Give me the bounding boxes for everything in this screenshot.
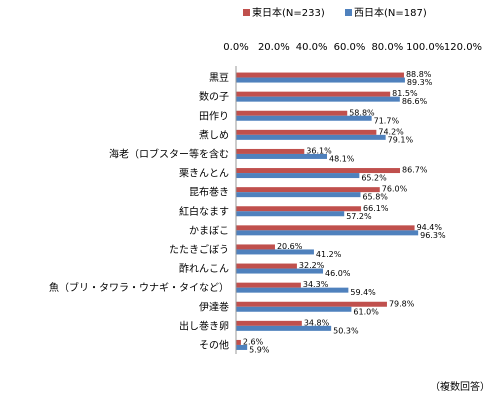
data-label-west: 57.2%	[346, 212, 372, 221]
data-label-east: 36.1%	[306, 146, 332, 155]
x-tick-label: 60.0%	[334, 42, 366, 53]
bar-east	[236, 282, 301, 288]
category-label: その他	[199, 338, 229, 351]
bar-east	[236, 148, 305, 154]
data-label-east: 94.4%	[417, 223, 443, 232]
bar-west	[236, 153, 327, 159]
bar-east	[236, 244, 275, 250]
data-label-west: 61.0%	[353, 307, 379, 316]
data-label-east: 2.6%	[243, 337, 264, 346]
bar-east	[236, 168, 401, 174]
legend: 東日本(N=233) 西日本(N=187)	[243, 6, 427, 19]
data-label-east: 58.8%	[349, 108, 375, 117]
x-tick-label: 100.0%	[406, 42, 444, 53]
data-label-west: 96.3%	[420, 231, 446, 240]
category-label: 魚（ブリ・タワラ・ウナギ・タイなど）	[49, 281, 229, 294]
data-label-east: 20.6%	[277, 242, 303, 251]
bar-west	[236, 230, 419, 236]
category-label: 栗きんとん	[179, 168, 229, 180]
bar-east	[236, 339, 241, 345]
data-label-east: 86.7%	[402, 166, 428, 175]
data-label-west: 89.3%	[407, 78, 433, 87]
data-label-west: 79.1%	[388, 135, 414, 144]
data-label-west: 46.0%	[325, 269, 351, 278]
bar-east	[236, 91, 391, 97]
data-label-west: 86.6%	[402, 97, 428, 106]
x-tick-label: 20.0%	[258, 42, 290, 53]
data-label-east: 32.2%	[299, 261, 325, 270]
bar-west	[236, 77, 405, 83]
bar-east	[236, 301, 387, 307]
data-label-east: 74.2%	[378, 127, 404, 136]
data-label-east: 34.8%	[304, 318, 330, 327]
data-label-west: 65.8%	[362, 193, 388, 202]
category-label: たたきごぼう	[169, 243, 229, 256]
data-label-east: 66.1%	[363, 204, 389, 213]
bar-east	[236, 263, 297, 269]
data-labels: 88.8%89.3% 81.5%86.6% 58.8%71.7% 74.2%79.1%…	[243, 70, 446, 354]
data-label-east: 79.8%	[389, 299, 415, 308]
data-label-west: 41.2%	[316, 250, 342, 259]
bar-east	[236, 187, 380, 193]
data-label-east: 81.5%	[392, 89, 418, 98]
bar-east	[236, 72, 404, 78]
category-label: 海老（ロブスター等を含む	[109, 147, 229, 160]
bar-east	[236, 225, 415, 231]
data-label-east: 34.3%	[303, 280, 329, 289]
bar-west	[236, 268, 324, 274]
category-label: 伊達巻	[199, 301, 229, 313]
category-label: 紅白なます	[179, 205, 229, 218]
legend-label-east: 東日本(N=233)	[252, 6, 325, 19]
data-label-west: 48.1%	[329, 154, 355, 163]
x-tick-label: 80.0%	[371, 42, 403, 53]
legend-swatch-west	[345, 9, 352, 16]
bar-west	[236, 134, 386, 140]
x-tick-label: 120.0%	[444, 42, 482, 53]
category-labels: 黒豆数の子田作り煮しめ海老（ロブスター等を含む栗きんとん昆布巻き紅白なますかまぼ…	[49, 72, 229, 351]
bar-east	[236, 129, 377, 135]
note-multiple-answers: （複数回答）	[430, 380, 490, 393]
data-label-east: 76.0%	[382, 185, 408, 194]
category-label: 出し巻き卵	[179, 319, 229, 332]
legend-swatch-east	[243, 9, 250, 16]
bar-west	[236, 287, 349, 293]
x-tick-label: 40.0%	[296, 42, 328, 53]
data-label-west: 65.2%	[361, 174, 387, 183]
bar-west	[236, 344, 248, 350]
category-label: 酢れんこん	[179, 262, 229, 275]
x-axis-ticks: 0.0% 20.0% 40.0% 60.0% 80.0% 100.0% 120.0%	[223, 42, 482, 53]
category-label: 田作り	[199, 110, 229, 122]
bar-west	[236, 306, 352, 312]
bar-west	[236, 325, 332, 331]
bar-east	[236, 206, 362, 212]
category-label: かまぼこ	[189, 225, 229, 237]
bar-east	[236, 320, 302, 326]
bar-east	[236, 110, 348, 116]
data-label-west: 59.4%	[350, 288, 376, 297]
data-label-west: 71.7%	[374, 116, 400, 125]
legend-label-west: 西日本(N=187)	[354, 6, 427, 19]
x-tick-label: 0.0%	[223, 42, 248, 53]
bar-west	[236, 249, 314, 255]
bar-west	[236, 173, 360, 179]
category-label: 昆布巻き	[189, 187, 229, 199]
bar-west	[236, 211, 345, 217]
category-label: 黒豆	[209, 72, 229, 84]
bar-west	[236, 96, 400, 102]
data-label-west: 5.9%	[249, 345, 270, 354]
category-label: 煮しめ	[199, 129, 229, 141]
bars	[236, 72, 419, 350]
bar-west	[236, 115, 372, 121]
bar-west	[236, 192, 361, 198]
data-label-west: 50.3%	[333, 326, 359, 335]
data-label-east: 88.8%	[406, 70, 432, 79]
category-label: 数の子	[199, 90, 229, 103]
